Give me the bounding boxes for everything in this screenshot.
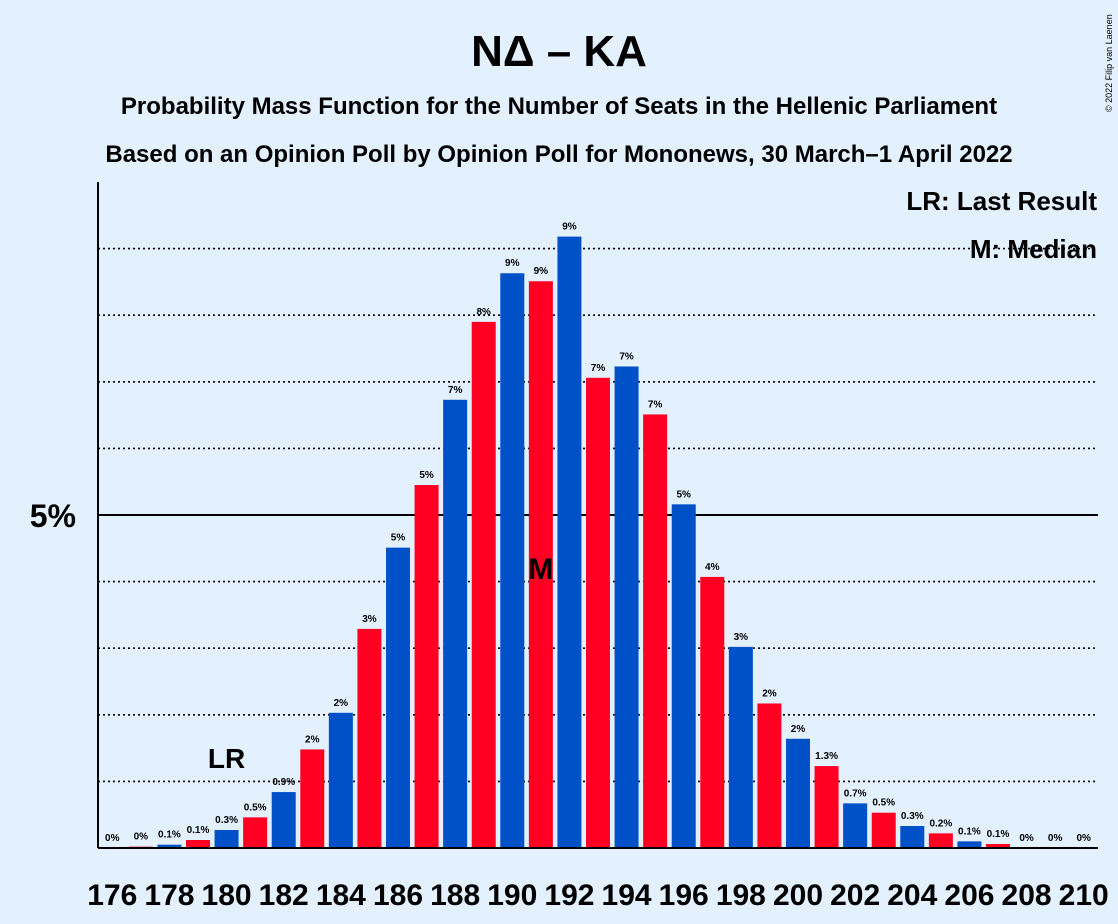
bar-seat-207 (986, 844, 1010, 848)
x-tick-198: 198 (716, 879, 766, 912)
bar-seat-200 (786, 738, 810, 848)
bar-label-seat-188: 7% (448, 385, 463, 396)
bar-seat-199 (757, 703, 782, 848)
bar-label-seat-195: 7% (648, 399, 663, 410)
bar-label-seat-208: 0% (1019, 833, 1034, 844)
bar-seat-184 (328, 712, 353, 848)
bar-seat-186 (386, 547, 410, 848)
bar-label-seat-193: 7% (591, 363, 606, 374)
bar-label-seat-190: 9% (505, 258, 520, 269)
legend-median: M: Median (970, 234, 1097, 264)
bar-label-seat-210: 0% (1076, 833, 1091, 844)
x-tick-196: 196 (659, 879, 709, 912)
bar-label-seat-181: 0.5% (244, 802, 267, 813)
bar-seat-201 (814, 766, 839, 848)
bar-seat-194 (614, 366, 639, 848)
bar-label-seat-204: 0.3% (901, 811, 924, 822)
x-tick-186: 186 (373, 879, 423, 912)
bar-label-seat-198: 3% (734, 632, 749, 643)
bar-seat-181 (243, 817, 268, 848)
bar-label-seat-187: 5% (419, 470, 434, 481)
bar-label-seat-180: 0.3% (215, 815, 238, 826)
bar-label-seat-194: 7% (619, 351, 634, 362)
chart-title: ΝΔ – ΚΑ (471, 27, 647, 76)
x-tick-190: 190 (487, 879, 537, 912)
bar-label-seat-199: 2% (762, 688, 777, 699)
bar-seat-182 (271, 792, 296, 848)
bar-label-seat-178: 0.1% (158, 830, 181, 841)
bar-label-seat-183: 2% (305, 734, 320, 745)
bar-label-seat-189: 8% (476, 307, 491, 318)
y-tick-5-percent: 5% (30, 498, 76, 534)
last-result-marker: LR (208, 743, 245, 774)
bar-label-seat-179: 0.1% (187, 825, 210, 836)
chart-subtitle: Probability Mass Function for the Number… (121, 93, 997, 120)
bar-label-seat-182: 0.9% (272, 777, 295, 788)
x-tick-194: 194 (602, 879, 652, 912)
bar-label-seat-203: 0.5% (872, 798, 895, 809)
bar-seat-191 (528, 281, 553, 848)
bar-label-seat-205: 0.2% (929, 818, 952, 829)
bar-label-seat-207: 0.1% (987, 829, 1010, 840)
x-tick-184: 184 (316, 879, 366, 912)
bar-seat-192 (557, 236, 582, 848)
bar-seat-193 (586, 377, 610, 848)
bar-label-seat-206: 0.1% (958, 826, 981, 837)
median-marker: M (528, 553, 553, 586)
bar-seat-188 (443, 399, 468, 848)
bar-label-seat-192: 9% (562, 222, 577, 233)
bar-seat-196 (671, 504, 696, 848)
copyright-text: © 2022 Filip van Laenen (1104, 14, 1114, 112)
bar-label-seat-209: 0% (1048, 833, 1063, 844)
bar-seat-205 (928, 833, 953, 848)
bar-seat-187 (414, 485, 439, 848)
bar-label-seat-184: 2% (334, 698, 349, 709)
bar-label-seat-197: 4% (705, 562, 720, 573)
x-tick-188: 188 (430, 879, 480, 912)
x-tick-178: 178 (144, 879, 194, 912)
x-tick-182: 182 (259, 879, 309, 912)
x-tick-176: 176 (87, 879, 137, 912)
bar-label-seat-185: 3% (362, 614, 377, 625)
x-tick-labels: 176 178 180 182 184 186 188 190 192 194 196 198 200 2… (87, 879, 1108, 912)
bar-seat-202 (843, 803, 868, 848)
x-tick-204: 204 (887, 879, 937, 912)
bars (128, 236, 1010, 848)
x-tick-192: 192 (544, 879, 594, 912)
chart-subtitle-2: Based on an Opinion Poll by Opinion Poll… (105, 141, 1012, 168)
bar-seat-180 (214, 830, 239, 848)
bar-seat-178 (157, 844, 182, 848)
bar-seat-197 (700, 576, 725, 848)
bar-label-seat-186: 5% (391, 533, 406, 544)
bar-seat-179 (186, 840, 210, 848)
bar-seat-185 (357, 628, 382, 848)
bar-seat-189 (471, 321, 496, 848)
x-tick-202: 202 (830, 879, 880, 912)
bar-seat-203 (871, 812, 896, 848)
bar-label-seat-202: 0.7% (844, 788, 867, 799)
bar-seat-183 (300, 749, 325, 848)
bar-label-seat-177: 0% (134, 832, 149, 843)
bar-label-seat-200: 2% (791, 724, 806, 735)
x-tick-200: 200 (773, 879, 823, 912)
bar-seat-195 (643, 414, 668, 848)
bar-seat-190 (500, 273, 525, 848)
bar-label-seat-176: 0% (105, 833, 120, 844)
x-tick-208: 208 (1002, 879, 1052, 912)
bar-label-seat-201: 1.3% (815, 751, 838, 762)
x-tick-210: 210 (1059, 879, 1109, 912)
bar-labels: 0% 0% 0.1% 0.1% 0.3% 0.5% 0.9% 2% 2% 3% 5% 5% 7% 8% 9%… (105, 222, 1091, 844)
x-tick-206: 206 (944, 879, 994, 912)
bar-seat-198 (728, 646, 753, 848)
bar-seat-206 (957, 841, 982, 848)
x-tick-180: 180 (202, 879, 252, 912)
bar-label-seat-191: 9% (534, 266, 549, 277)
bar-seat-204 (900, 826, 925, 848)
bar-label-seat-196: 5% (676, 489, 691, 500)
legend-last-result: LR: Last Result (906, 186, 1097, 216)
